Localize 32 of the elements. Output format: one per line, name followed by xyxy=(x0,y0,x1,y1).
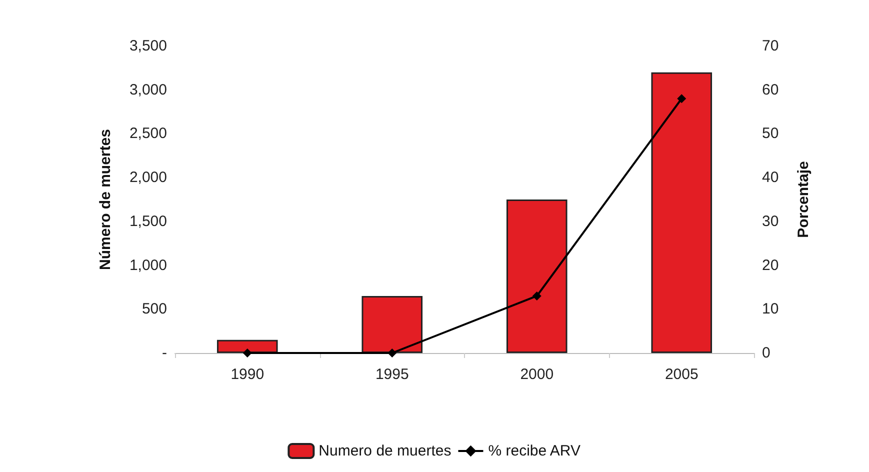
y-axis-title: Número de muertes xyxy=(97,129,114,270)
bar xyxy=(216,340,278,353)
x-tick-label: 1990 xyxy=(230,366,264,383)
y2-tick-label: 10 xyxy=(762,300,779,318)
y2-tick-label: 50 xyxy=(762,125,779,142)
y-tick-label: 3,500 xyxy=(129,38,167,54)
x-tick-label: 1995 xyxy=(375,366,409,383)
y-tick-label: 2,500 xyxy=(129,125,167,142)
bar xyxy=(651,72,712,353)
x-tick-label: 2000 xyxy=(520,366,554,383)
y-tick-label: 1,000 xyxy=(129,256,167,274)
y-tick-label: 3,000 xyxy=(129,81,167,98)
y2-tick-label: 40 xyxy=(762,169,779,186)
y2-tick-label: 60 xyxy=(762,81,779,98)
x-tick-label: 2005 xyxy=(664,366,698,383)
point xyxy=(677,94,686,104)
y2-tick-label: 70 xyxy=(762,38,779,54)
y-tick-label: - xyxy=(162,344,167,362)
y2-tick-label: 30 xyxy=(762,212,779,230)
point xyxy=(532,291,542,300)
point xyxy=(388,348,397,358)
legend-label: % recibe ARV xyxy=(488,442,581,460)
bar xyxy=(362,296,423,353)
legend-label: Numero de muertes xyxy=(318,442,452,460)
y-tick-label: 1,500 xyxy=(129,212,167,230)
y-tick-label: 2,000 xyxy=(129,169,167,186)
bar xyxy=(506,200,568,353)
y2-tick-label: 0 xyxy=(762,344,770,362)
y2-axis-title: Porcentaje xyxy=(795,161,812,238)
y2-tick-label: 20 xyxy=(762,256,779,274)
point xyxy=(242,348,252,358)
y-tick-label: 500 xyxy=(142,300,167,318)
